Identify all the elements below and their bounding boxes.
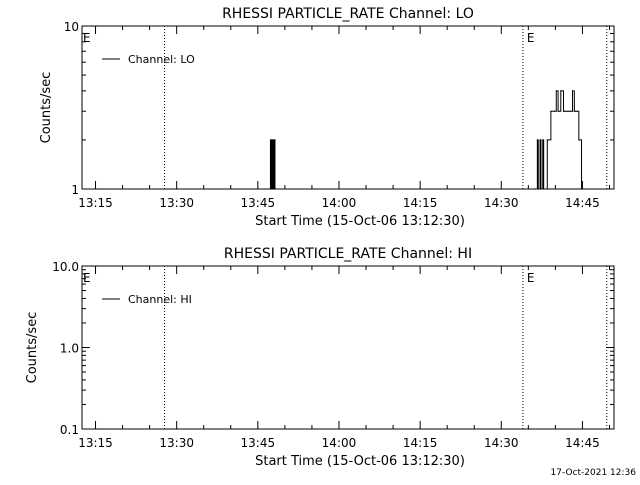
- data-point: [539, 139, 541, 141]
- panel-1: RHESSI PARTICLE_RATE Channel: LO 13:15 13:…: [39, 6, 615, 229]
- data-point: [272, 188, 274, 190]
- data-point: [580, 188, 583, 190]
- x-tick-label: 13:45: [241, 196, 276, 210]
- y-tick-label: 1: [71, 183, 79, 197]
- plot-frame: [81, 25, 615, 190]
- edge-event-label: E: [83, 31, 91, 45]
- data-point: [571, 90, 574, 92]
- event-marker-label: E: [527, 271, 535, 285]
- footer-timestamp: 17-Oct-2021 12:36: [550, 468, 636, 478]
- edge-event-label: E: [83, 271, 91, 285]
- data-point: [578, 139, 580, 141]
- data-point: [575, 110, 577, 112]
- data-point: [542, 139, 544, 141]
- data-point: [573, 110, 575, 112]
- data-point: [268, 188, 271, 190]
- data-point: [273, 139, 275, 141]
- data-point: [550, 110, 552, 112]
- plot-frame: [81, 265, 615, 430]
- data-point: [540, 188, 542, 190]
- data-point: [557, 110, 559, 112]
- legend-label: Channel: HI: [128, 293, 192, 306]
- data-point: [555, 90, 557, 92]
- data-point: [543, 188, 545, 190]
- x-tick-label: 14:30: [484, 196, 519, 210]
- x-tick-label: 13:15: [78, 196, 113, 210]
- data-point: [536, 139, 538, 141]
- x-tick-label: 13:30: [159, 436, 194, 450]
- data-point: [271, 139, 273, 141]
- data-point: [270, 188, 272, 190]
- legend-label: Channel: LO: [128, 53, 195, 66]
- y-tick-label: 10: [64, 20, 79, 34]
- x-axis-label: Start Time (15-Oct-06 13:12:30): [255, 214, 465, 229]
- x-tick-label: 13:30: [159, 196, 194, 210]
- data-point: [553, 110, 556, 112]
- y-tick-label: 1.0: [60, 342, 79, 356]
- data-point: [560, 90, 562, 92]
- x-tick-label: 14:15: [403, 436, 438, 450]
- data-point: [546, 139, 548, 141]
- y-axis-label: Counts/sec: [25, 312, 40, 384]
- data-point: [274, 188, 276, 190]
- data-point: [537, 188, 539, 190]
- chart-title: RHESSI PARTICLE_RATE Channel: LO: [222, 6, 474, 22]
- x-tick-label: 14:00: [322, 436, 357, 450]
- x-tick-label: 13:45: [241, 436, 276, 450]
- event-marker-label: E: [527, 31, 535, 45]
- x-tick-label: 14:15: [403, 196, 438, 210]
- data-point: [567, 110, 569, 112]
- x-tick-label: 13:15: [78, 436, 113, 450]
- chart-title: RHESSI PARTICLE_RATE Channel: HI: [224, 246, 472, 262]
- y-tick-label: 0.1: [60, 423, 79, 437]
- x-tick-label: 14:00: [322, 196, 357, 210]
- data-point: [564, 110, 566, 112]
- y-axis-label: Counts/sec: [39, 72, 54, 144]
- x-tick-label: 14:45: [565, 436, 600, 450]
- data-point: [570, 110, 572, 112]
- data-point: [562, 110, 565, 112]
- x-tick-label: 14:45: [565, 196, 600, 210]
- x-axis-label: Start Time (15-Oct-06 13:12:30): [255, 454, 465, 469]
- y-tick-label: 10.0: [52, 260, 79, 274]
- data-point: [269, 139, 272, 141]
- panel-2: RHESSI PARTICLE_RATE Channel: HI 13:15 13:…: [25, 246, 615, 469]
- data-point: [534, 188, 537, 190]
- x-tick-label: 14:30: [484, 436, 519, 450]
